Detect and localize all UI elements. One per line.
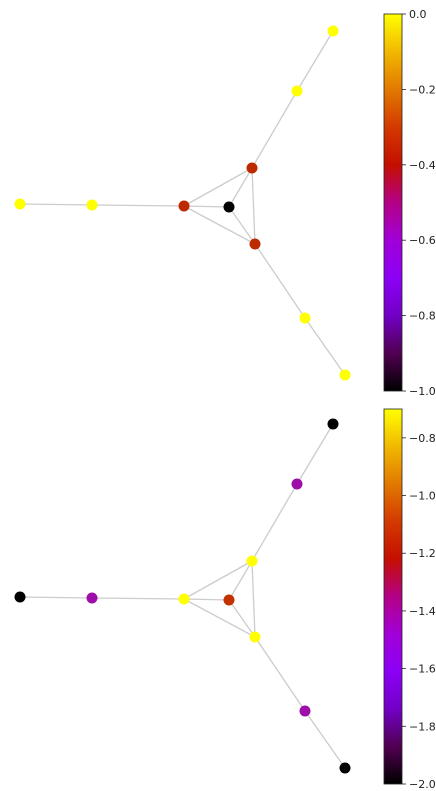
colorbar [384,409,402,784]
colorbar-tick-label: −1.6 [409,663,436,676]
colorbar-tick-label: −1.2 [409,547,436,560]
graph-node [246,555,258,567]
graph-node [249,631,261,643]
colorbar-tick-label: −0.4 [409,159,436,172]
graph-edge [91,597,185,600]
colorbar-tick-label: −0.2 [409,83,436,96]
graph-edge [228,167,253,208]
graph-edge [228,560,253,601]
graph-node [14,198,26,210]
graph-node [291,85,303,97]
graph-edge [19,596,93,599]
graph-edge [304,317,346,376]
colorbar-tick-label: −0.8 [409,310,436,323]
graph-node [249,238,261,250]
graph-edge [183,598,256,638]
colorbar-tick-label: −1.4 [409,605,436,618]
colorbar-tick-label: −1.0 [409,490,436,503]
colorbar-tick-label: −1.0 [409,385,436,398]
colorbar [384,14,402,391]
graph-edge [254,243,306,319]
graph-node [327,418,339,430]
graph-edge [19,203,93,206]
graph-edge [251,560,256,638]
graph-panel-bottom: −0.8 −1.0 −1.2 −1.4 −1.6 −1.8 −2.0 [14,408,436,791]
graph-node [86,592,98,604]
colorbar-tick-label: −0.6 [409,234,436,247]
graph-node [291,478,303,490]
graph-edge [254,636,306,712]
graph-node [299,705,311,717]
colorbar-tick-label: −0.8 [409,432,436,445]
graph-panel-top: 0.0 −0.2 −0.4 −0.6 −0.8 −1.0 [14,8,436,398]
graph-edge [296,423,334,485]
graph-node [86,199,98,211]
graph-edge [251,90,298,169]
graph-node [339,762,351,774]
graph-edge [251,167,256,245]
graph-node [299,312,311,324]
graph-edge [91,204,185,207]
graph-edge [183,205,230,208]
graph-node [327,25,339,37]
colorbar-tick-label: −2.0 [409,778,436,791]
graph-node [339,369,351,381]
graph-edge [296,30,334,92]
graph-edge [304,710,346,769]
graph-node [178,200,190,212]
graph-node [223,594,235,606]
colorbar-tick-label: −1.8 [409,720,436,733]
graph-edge [251,483,298,562]
graph-edge [183,167,253,207]
graph-node [178,593,190,605]
graph-edge [183,598,230,601]
colorbar-tick-label: 0.0 [409,8,427,21]
graph-node [246,162,258,174]
graph-edge [183,560,253,600]
graph-edge [183,205,256,245]
graph-edge [228,206,256,245]
graph-node [223,201,235,213]
graph-edge [228,599,256,638]
graph-node [14,591,26,603]
